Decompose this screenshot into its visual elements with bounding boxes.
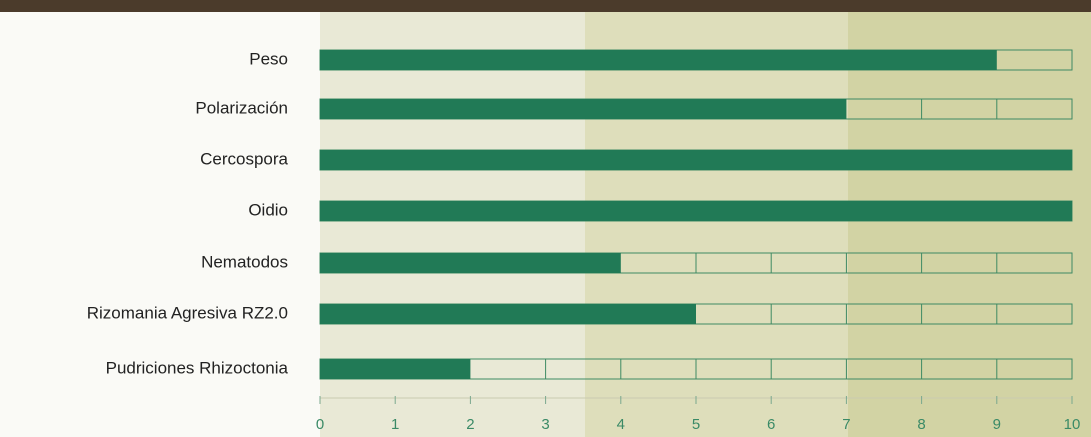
bar (320, 50, 997, 70)
x-tick-label: 7 (842, 416, 850, 433)
bar (320, 99, 846, 119)
bar (320, 304, 696, 324)
bar (320, 359, 470, 379)
x-tick-label: 5 (692, 416, 700, 433)
x-tick-label: 9 (993, 416, 1001, 433)
x-tick-label: 10 (1064, 416, 1081, 433)
category-label: Rizomania Agresiva RZ2.0 (87, 303, 288, 322)
x-tick-label: 6 (767, 416, 775, 433)
band-mid (585, 12, 848, 437)
x-tick-label: 2 (466, 416, 474, 433)
category-label: Cercospora (200, 149, 288, 168)
bar (320, 201, 1072, 221)
bar (320, 253, 621, 273)
category-label: Oidio (248, 200, 288, 219)
x-tick-label: 0 (316, 416, 324, 433)
category-label: Nematodos (201, 252, 288, 271)
bar (320, 150, 1072, 170)
x-tick-label: 8 (917, 416, 925, 433)
category-label: Polarización (195, 98, 288, 117)
band-high (848, 12, 1091, 437)
chart: 0 1 2 3 4 5 6 7 8 9 10 Peso Polarización Cercospora Oi… (0, 0, 1091, 437)
category-label: Pudriciones Rhizoctonia (106, 358, 289, 377)
x-tick-label: 4 (617, 416, 625, 433)
header-photo-strip (0, 0, 1091, 12)
category-label: Peso (249, 49, 288, 68)
x-tick-label: 3 (541, 416, 549, 433)
x-tick-label: 1 (391, 416, 399, 433)
